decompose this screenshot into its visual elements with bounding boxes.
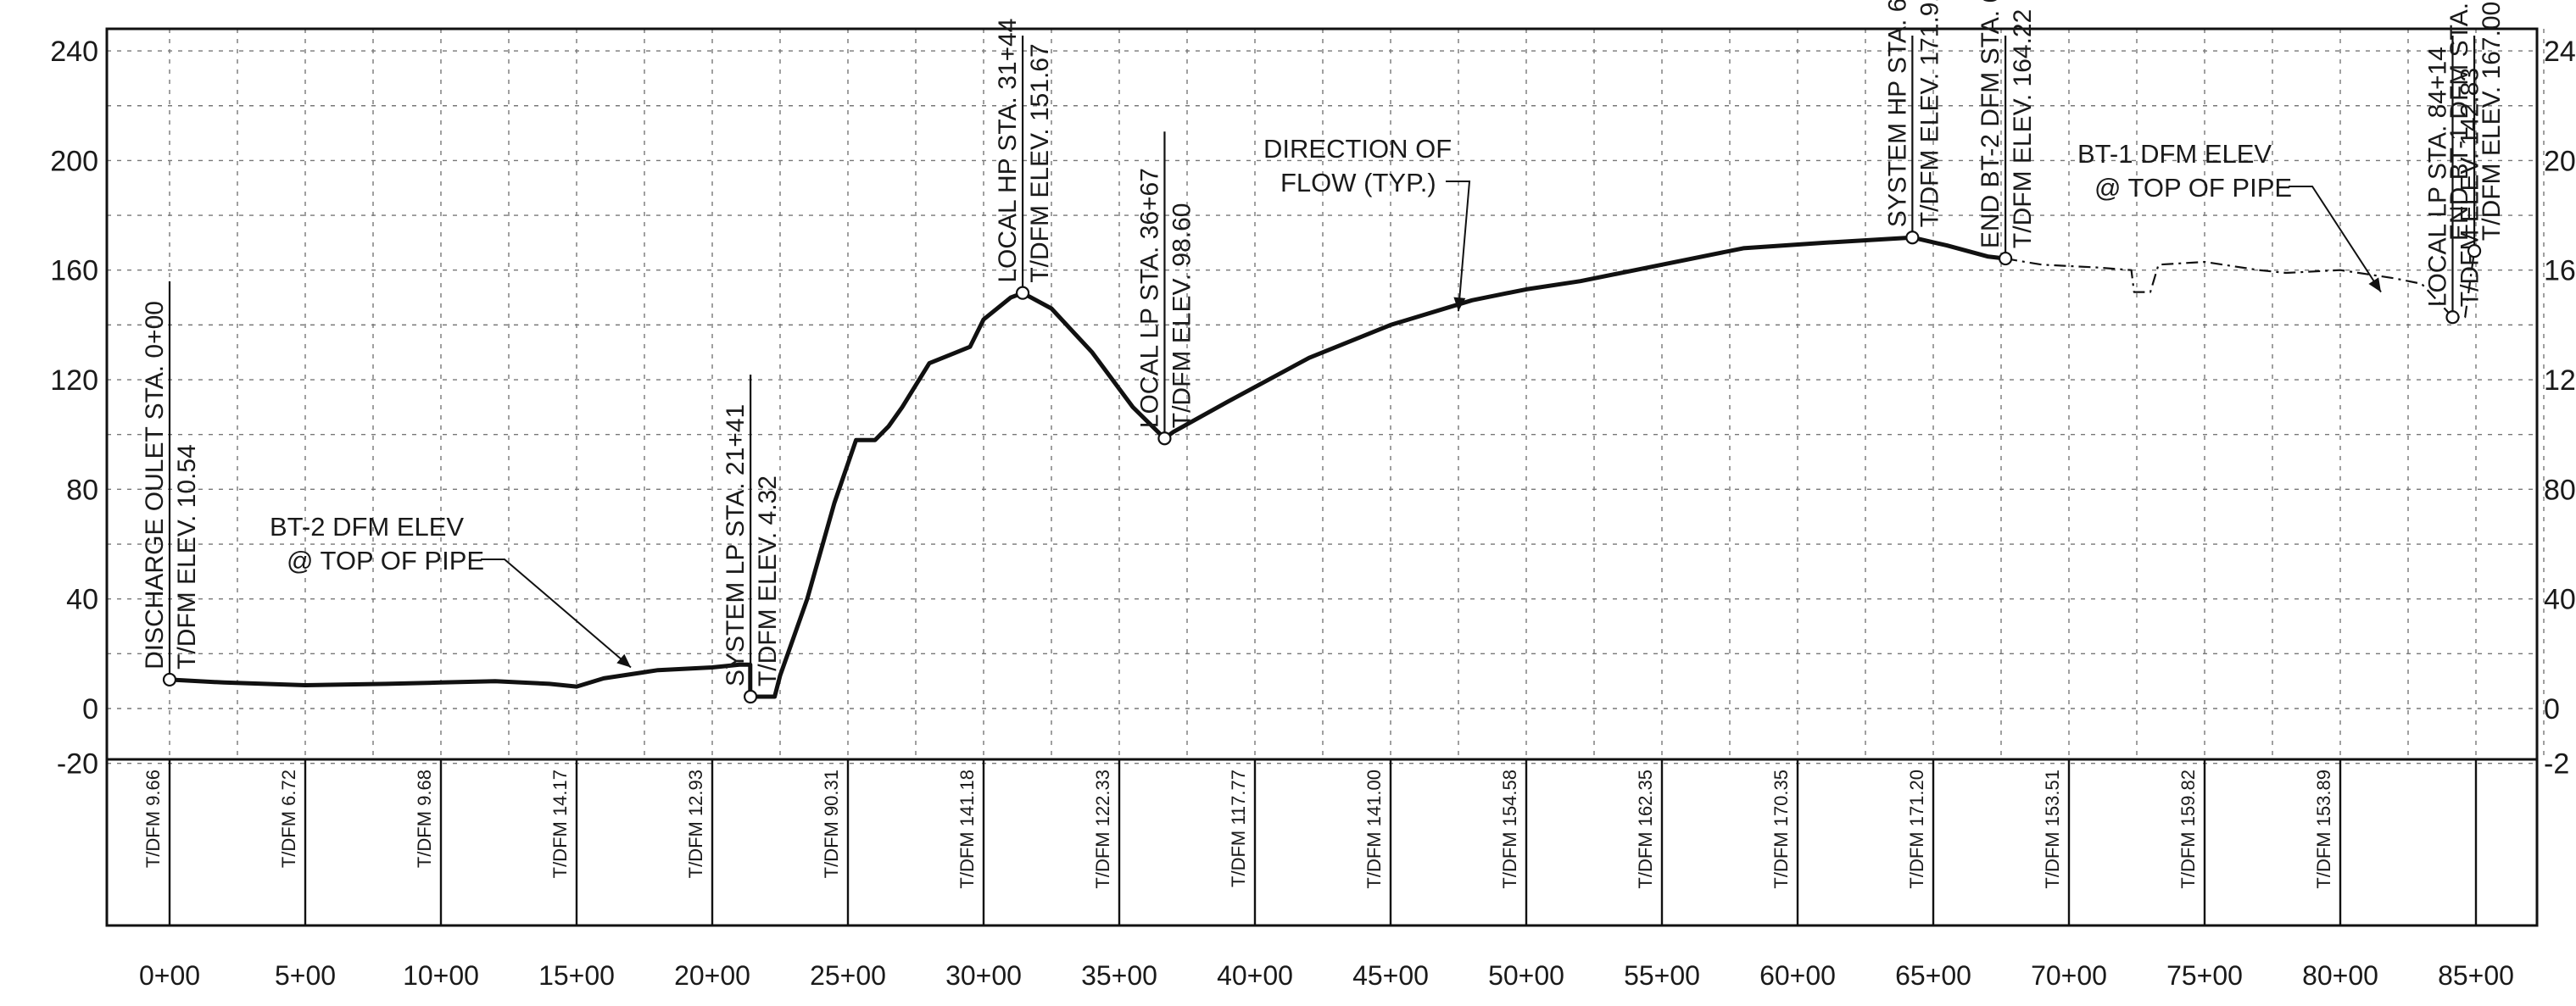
y-tick-label-right: 24	[2544, 36, 2576, 68]
x-tick-label: 45+00	[1352, 960, 1429, 991]
annotation-point	[2467, 243, 2482, 258]
callout-leader	[481, 559, 632, 669]
annotation-line-1: LOCAL HP STA. 31+44	[994, 19, 1022, 283]
band-value: T/DFM 117.77	[1228, 770, 1249, 887]
station-band: T/DFM 9.66 T/DFM 6.72 T/DFM 9.68 T/DFM 14.1…	[142, 759, 2478, 925]
y-tick-label: 160	[50, 255, 98, 287]
y-tick-label-right: 20	[2544, 145, 2576, 177]
x-tick-label: 20+00	[674, 960, 750, 991]
x-tick-label: 40+00	[1217, 960, 1293, 991]
y-tick-label: 240	[50, 36, 98, 68]
x-tick-label: 15+00	[538, 960, 615, 991]
band-value: T/DFM 170.35	[1770, 770, 1792, 889]
annotation-line-2: T/DFM ELEV. 164.22	[2009, 9, 2037, 248]
annotation-line-2: T/DFM ELEV. 4.32	[754, 475, 782, 686]
band-value: T/DFM 171.20	[1906, 770, 1927, 889]
y-tick-label: 80	[66, 474, 98, 506]
band-value: T/DFM 153.51	[2042, 770, 2063, 889]
annotation-point	[1015, 286, 1030, 300]
callout-line-2: @ TOP OF PIPE	[2094, 173, 2292, 203]
annotation-point	[1999, 251, 2013, 266]
annotation-point	[1157, 431, 1172, 446]
y-tick-label-right: 80	[2544, 474, 2576, 506]
annotation-line-2: T/DFM ELEV. 98.60	[1168, 203, 1196, 429]
annotation-point	[162, 672, 177, 687]
callout-line-2: @ TOP OF PIPE	[287, 546, 484, 575]
annotation-line-1: SYSTEM LP STA. 21+41	[722, 404, 750, 686]
band-value: T/DFM 122.33	[1092, 770, 1113, 889]
x-tick-label: 55+00	[1624, 960, 1700, 991]
band-value: T/DFM 162.35	[1635, 770, 1656, 889]
y-tick-label: 200	[50, 145, 98, 177]
band-value: T/DFM 14.17	[549, 770, 571, 878]
callout-notes: BT-2 DFM ELEV @ TOP OF PIPE DIRECTION OF FL…	[270, 134, 2382, 669]
profile-series	[169, 235, 2476, 699]
y-axis-right: 24 20 16 12 80 40 0 -2	[2544, 36, 2576, 781]
annotation-line-2: T/DFM ELEV. 171.91	[1915, 0, 1943, 227]
callout-line-1: DIRECTION OF	[1263, 134, 1452, 164]
band-value: T/DFM 141.00	[1363, 770, 1385, 889]
x-tick-label: 75+00	[2166, 960, 2243, 991]
callout-arrowhead	[616, 653, 631, 668]
y-tick-label: 40	[66, 584, 98, 616]
x-tick-label: 65+00	[1895, 960, 1971, 991]
profile-line-bt2	[169, 235, 2006, 699]
band-value: T/DFM 12.93	[685, 770, 706, 878]
y-tick-label: -20	[57, 748, 98, 781]
annotation-line-1: LOCAL LP STA. 36+67	[1135, 168, 1163, 428]
callout-leader	[1446, 181, 1471, 312]
annotation-line-1: END BT-2 DFM STA. 67+66	[1977, 0, 2004, 248]
x-tick-label: 70+00	[2031, 960, 2107, 991]
station-band-frame	[105, 758, 2539, 927]
x-tick-label: 25+00	[810, 960, 886, 991]
callout-line-1: BT-2 DFM ELEV	[270, 512, 464, 542]
annotation-line-2: T/DFM ELEV. 10.54	[173, 444, 201, 670]
callout-line-2: FLOW (TYP.)	[1280, 168, 1436, 197]
annotation-point	[1905, 231, 1920, 245]
annotation-line-1: DISCHARGE OULET STA. 0+00	[141, 301, 169, 670]
y-tick-label-right: 40	[2544, 584, 2576, 616]
x-tick-label: 10+00	[403, 960, 479, 991]
y-tick-label: 120	[50, 364, 98, 397]
x-axis: 0+00 5+00 10+00 15+00 20+00 25+00 30+00 35+00 40…	[139, 960, 2514, 991]
annotation-line-2: T/DFM ELEV. 142.83	[2456, 68, 2484, 307]
y-tick-label-right: 16	[2544, 255, 2576, 287]
y-axis-left: 240 200 160 120 80 40 0 -20	[50, 36, 98, 781]
y-tick-label-right: 12	[2544, 364, 2576, 397]
callout-line-1: BT-1 DFM ELEV	[2077, 139, 2272, 169]
x-tick-label: 80+00	[2302, 960, 2378, 991]
annotation-line-1: END BT-1 DFM STA. 84+94	[2445, 0, 2473, 241]
annotation-line-2: T/DFM ELEV. 167.00	[2478, 2, 2506, 241]
x-tick-label: 60+00	[1759, 960, 1836, 991]
band-value: T/DFM 6.72	[278, 770, 299, 868]
annotation-line-1: SYSTEM HP STA. 64+23	[1883, 0, 1911, 227]
grid-lines	[107, 29, 2545, 764]
band-value: T/DFM 154.58	[1499, 770, 1520, 889]
x-tick-label: 50+00	[1488, 960, 1564, 991]
x-tick-label: 30+00	[945, 960, 1022, 991]
y-tick-label-right: 0	[2544, 693, 2560, 725]
annotation-point	[2445, 310, 2460, 325]
callout-arrowhead	[1453, 297, 1466, 312]
band-value: T/DFM 90.31	[821, 770, 842, 878]
x-tick-label: 35+00	[1081, 960, 1157, 991]
y-tick-label: 0	[82, 693, 98, 725]
y-tick-label-right: -2	[2544, 748, 2569, 781]
band-value: T/DFM 141.18	[956, 770, 978, 889]
profile-line-bt1	[2004, 250, 2476, 319]
annotation-point	[744, 689, 758, 704]
annotation-line-2: T/DFM ELEV. 151.67	[1026, 43, 1054, 282]
x-tick-label: 85+00	[2438, 960, 2514, 991]
station-annotations: DISCHARGE OULET STA. 0+00 T/DFM ELEV. 10.…	[141, 0, 2506, 704]
band-value: T/DFM 9.68	[414, 770, 435, 868]
callout-leader	[2289, 186, 2382, 293]
annotation-line-1: LOCAL LP STA. 84+14	[2423, 47, 2451, 307]
band-value: T/DFM 9.66	[142, 770, 164, 868]
band-value: T/DFM 153.89	[2313, 770, 2334, 889]
x-tick-label: 0+00	[139, 960, 200, 991]
callout-arrowhead	[2368, 277, 2381, 292]
x-tick-label: 5+00	[275, 960, 336, 991]
band-value: T/DFM 159.82	[2177, 770, 2199, 889]
